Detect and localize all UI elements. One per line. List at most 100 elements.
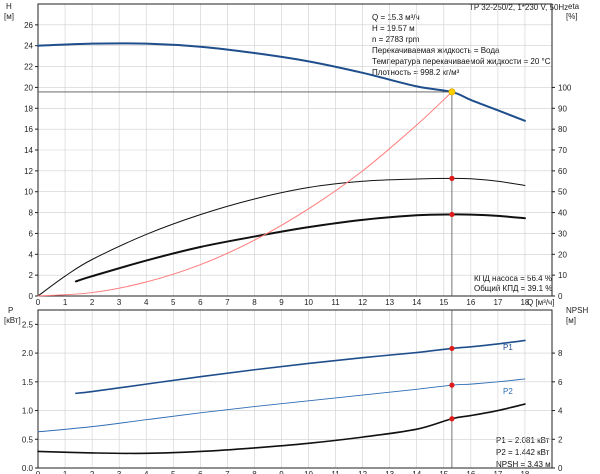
efficiency-info: КПД насоса = 56.4 % Общий КПД = 39.1 % bbox=[474, 274, 552, 293]
bottom-x-tick-label: 7 bbox=[225, 470, 230, 474]
bottom-yleft-label-top: P bbox=[8, 306, 13, 315]
top-x-tick-label: 11 bbox=[331, 298, 340, 307]
top-x-tick-label: 10 bbox=[304, 298, 313, 307]
top-yright-tick-label: 30 bbox=[558, 229, 567, 238]
bottom-marker-p1 bbox=[449, 345, 455, 352]
bottom-marker-p2 bbox=[449, 382, 455, 388]
top-yright-label-bottom: [%] bbox=[566, 12, 578, 21]
top-series-head-h bbox=[37, 42, 526, 122]
bottom-frame bbox=[37, 309, 553, 469]
bottom-x-tick-label: 15 bbox=[439, 470, 448, 474]
info-head: H = 19.57 м bbox=[372, 24, 415, 33]
top-yleft-tick-label: 26 bbox=[24, 21, 33, 30]
top-x-tick-label: 13 bbox=[385, 298, 394, 307]
top-series-efficiency-pump bbox=[37, 177, 526, 297]
bottom-yright-label-top: NPSH bbox=[566, 306, 588, 315]
bottom-yright-tick-label: 8 bbox=[558, 349, 563, 358]
top-yright-tick-label: 50 bbox=[558, 188, 567, 197]
top-yright-tick-label: 100 bbox=[558, 83, 572, 92]
top-marker-duty-point bbox=[448, 88, 456, 96]
info-pump-efficiency: КПД насоса = 56.4 % bbox=[474, 274, 552, 283]
top-yleft-tick-label: 2 bbox=[29, 271, 34, 280]
top-x-axis-label: Q [м³/ч] bbox=[527, 298, 554, 307]
top-x-tick-label: 6 bbox=[198, 298, 203, 307]
top-x-tick-label: 3 bbox=[117, 298, 122, 307]
bottom-yright-tick-label: 0 bbox=[558, 464, 563, 473]
top-yleft-tick-label: 20 bbox=[24, 83, 33, 92]
top-plot: 0 1 2 3 4 5 6 7 8 9 10 11 12 13 14 15 16 17 18024681012141… bbox=[24, 3, 572, 307]
bottom-yright-tick-label: 2 bbox=[558, 435, 563, 444]
bottom-x-tick-label: 9 bbox=[279, 470, 284, 474]
top-x-tick-label: 12 bbox=[358, 298, 367, 307]
top-x-tick-label: 16 bbox=[466, 298, 475, 307]
info-density: Плотность = 998.2 кг/м³ bbox=[372, 68, 460, 77]
bottom-series-p2 bbox=[37, 378, 526, 433]
top-yleft-tick-label: 10 bbox=[24, 188, 33, 197]
bottom-x-tick-label: 0 bbox=[36, 470, 41, 474]
top-yright-tick-label: 60 bbox=[558, 167, 567, 176]
info-p2: P2 = 1.442 кВт bbox=[496, 448, 550, 457]
top-yleft-tick-label: 0 bbox=[29, 292, 34, 301]
info-p1: P1 = 2.081 кВт bbox=[496, 436, 550, 445]
top-yleft-tick-label: 6 bbox=[29, 229, 34, 238]
bottom-x-tick-label: 3 bbox=[117, 470, 122, 474]
top-marker-eta-pump bbox=[449, 175, 455, 181]
top-series-system-curve bbox=[37, 91, 453, 297]
top-x-tick-label: 5 bbox=[171, 298, 176, 307]
top-x-tick-label: 2 bbox=[90, 298, 95, 307]
bottom-series-npsh bbox=[37, 403, 526, 455]
top-series-efficiency-total bbox=[74, 213, 526, 283]
info-npsh: NPSH = 3.43 м bbox=[496, 460, 551, 469]
bottom-x-tick-label: 13 bbox=[385, 470, 394, 474]
top-marker-eta-total bbox=[449, 211, 455, 218]
bottom-x-tick-label: 1 bbox=[63, 470, 68, 474]
info-flow: Q = 15.3 м³/ч bbox=[372, 13, 420, 22]
bottom-yleft-tick-label: 1.5 bbox=[22, 378, 34, 387]
top-yright-tick-label: 20 bbox=[558, 250, 567, 259]
top-yright-tick-label: 0 bbox=[558, 292, 563, 301]
bottom-x-tick-label: 11 bbox=[331, 470, 340, 474]
series-label-p2: P2 bbox=[503, 387, 513, 396]
power-info: P1 = 2.081 кВт P2 = 1.442 кВт NPSH = 3.4… bbox=[496, 436, 551, 469]
bottom-yright-tick-label: 6 bbox=[558, 378, 563, 387]
bottom-x-tick-label: 4 bbox=[144, 470, 149, 474]
info-liquid: Перекачиваемая жидкость = Вода bbox=[372, 46, 500, 55]
top-x-tick-label: 1 bbox=[63, 298, 68, 307]
series-label-p1: P1 bbox=[503, 343, 513, 352]
bottom-x-tick-label: 6 bbox=[198, 470, 203, 474]
bottom-yleft-tick-label: 2.5 bbox=[22, 320, 34, 329]
top-x-tick-label: 15 bbox=[439, 298, 448, 307]
top-x-tick-label: 14 bbox=[412, 298, 421, 307]
info-total-efficiency: Общий КПД = 39.1 % bbox=[474, 284, 552, 293]
bottom-yleft-tick-label: 2.0 bbox=[22, 349, 34, 358]
bottom-x-tick-label: 17 bbox=[493, 470, 502, 474]
bottom-yleft-tick-label: 1.0 bbox=[22, 407, 34, 416]
bottom-yright-tick-label: 4 bbox=[558, 407, 563, 416]
bottom-x-tick-label: 18 bbox=[520, 470, 529, 474]
top-x-tick-label: 17 bbox=[493, 298, 502, 307]
top-yright-tick-label: 10 bbox=[558, 271, 567, 280]
info-speed: n = 2783 rpm bbox=[372, 35, 420, 44]
bottom-x-tick-label: 16 bbox=[466, 470, 475, 474]
top-yright-label-top: eta bbox=[568, 2, 580, 11]
bottom-plot: 01234567891011121314151617180.00.51.01.5… bbox=[22, 309, 563, 474]
top-x-tick-label: 9 bbox=[279, 298, 284, 307]
bottom-yleft-label-bottom: [кВт] bbox=[4, 316, 21, 325]
top-yleft-tick-label: 8 bbox=[29, 209, 34, 218]
top-yleft-tick-label: 4 bbox=[29, 250, 34, 259]
top-yleft-tick-label: 16 bbox=[24, 125, 33, 134]
top-yright-tick-label: 40 bbox=[558, 209, 567, 218]
bottom-x-tick-label: 12 bbox=[358, 470, 367, 474]
bottom-series-p1 bbox=[75, 339, 526, 395]
top-yleft-tick-label: 24 bbox=[24, 42, 33, 51]
top-yright-tick-label: 70 bbox=[558, 146, 567, 155]
top-x-tick-label: 4 bbox=[144, 298, 149, 307]
info-temperature: Температура перекачиваемой жидкости = 20… bbox=[372, 57, 551, 66]
bottom-yright-label-bottom: [м] bbox=[566, 316, 576, 325]
bottom-x-tick-label: 14 bbox=[412, 470, 421, 474]
bottom-x-tick-label: 10 bbox=[304, 470, 313, 474]
top-yleft-label-top: H bbox=[6, 2, 12, 11]
top-x-tick-label: 7 bbox=[225, 298, 230, 307]
bottom-marker-npsh bbox=[449, 416, 455, 422]
